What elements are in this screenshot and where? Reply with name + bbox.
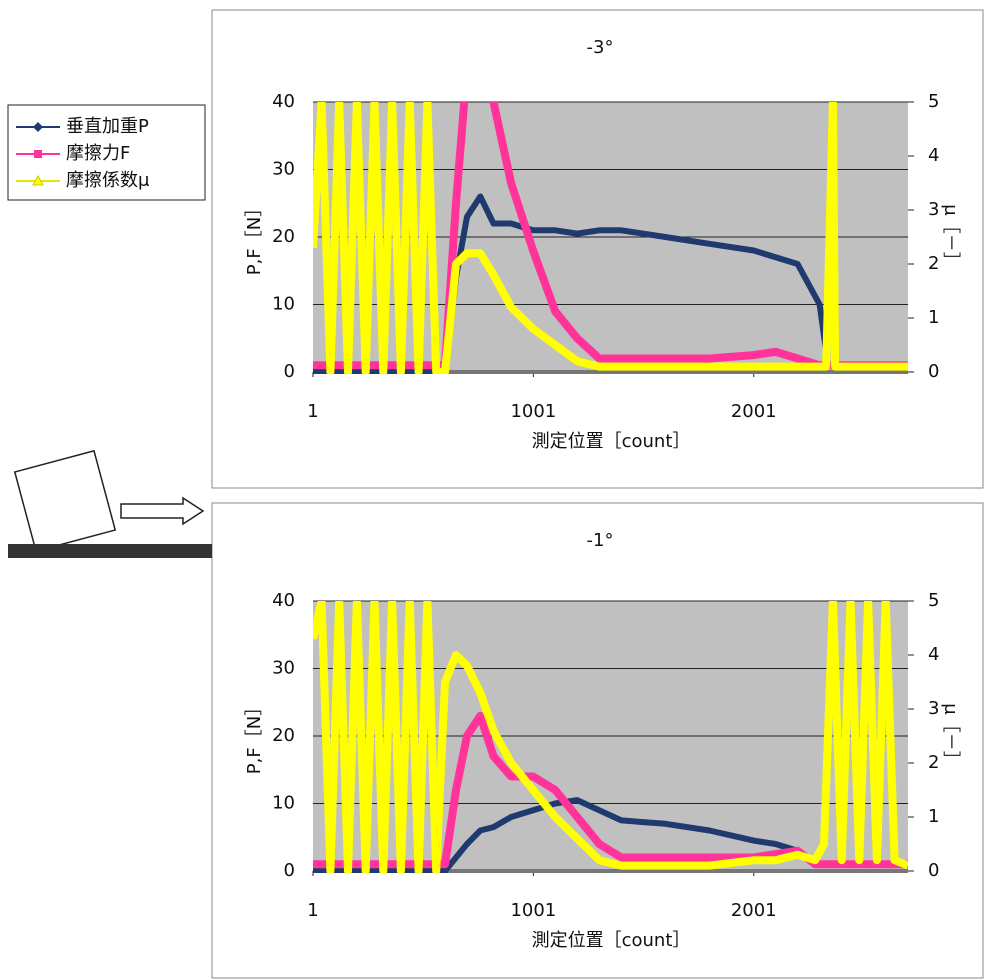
y-axis-label: P,F［N］ <box>244 698 265 774</box>
y2-tick-label: 4 <box>928 145 939 166</box>
legend-label: 垂直加重P <box>66 116 149 137</box>
y2-axis-label: μ［－］ <box>940 703 961 768</box>
x-tick-label: 1 <box>307 401 318 422</box>
tilt-diagram <box>8 451 212 558</box>
x-tick-label: 2001 <box>731 401 777 422</box>
y-tick-label: 30 <box>272 658 295 679</box>
legend-label: 摩擦係数μ <box>66 170 150 191</box>
y-tick-label: 0 <box>284 361 295 382</box>
y-tick-label: 10 <box>272 793 295 814</box>
y2-tick-label: 2 <box>928 253 939 274</box>
y2-tick-label: 0 <box>928 860 939 881</box>
y-tick-label: 20 <box>272 226 295 247</box>
arrow <box>121 498 203 524</box>
x-axis-label: 測定位置［count］ <box>532 431 691 452</box>
x-tick-label: 1 <box>307 900 318 921</box>
figure: -3°010203040012345110012001測定位置［count］P,… <box>0 0 984 979</box>
y2-tick-label: 3 <box>928 199 939 220</box>
chart-title: -1° <box>587 530 614 551</box>
y2-tick-label: 4 <box>928 644 939 665</box>
y-tick-label: 30 <box>272 159 295 180</box>
ground <box>8 544 212 558</box>
y2-tick-label: 3 <box>928 698 939 719</box>
block <box>15 451 115 551</box>
chart-title: -3° <box>587 37 614 58</box>
y2-tick-label: 1 <box>928 806 939 827</box>
legend-label: 摩擦力F <box>66 143 130 164</box>
y2-tick-label: 5 <box>928 91 939 112</box>
legend-marker <box>34 150 42 158</box>
y2-tick-label: 5 <box>928 590 939 611</box>
y2-tick-label: 2 <box>928 752 939 773</box>
y-tick-label: 0 <box>284 860 295 881</box>
y2-tick-label: 1 <box>928 307 939 328</box>
y-tick-label: 10 <box>272 294 295 315</box>
x-tick-label: 2001 <box>731 900 777 921</box>
y2-tick-label: 0 <box>928 361 939 382</box>
y-axis-label: P,F［N］ <box>244 199 265 275</box>
x-tick-label: 1001 <box>510 401 556 422</box>
y-tick-label: 20 <box>272 725 295 746</box>
x-axis-label: 測定位置［count］ <box>532 930 691 951</box>
y2-axis-label: μ［－］ <box>940 204 961 269</box>
y-tick-label: 40 <box>272 91 295 112</box>
x-tick-label: 1001 <box>510 900 556 921</box>
y-tick-label: 40 <box>272 590 295 611</box>
